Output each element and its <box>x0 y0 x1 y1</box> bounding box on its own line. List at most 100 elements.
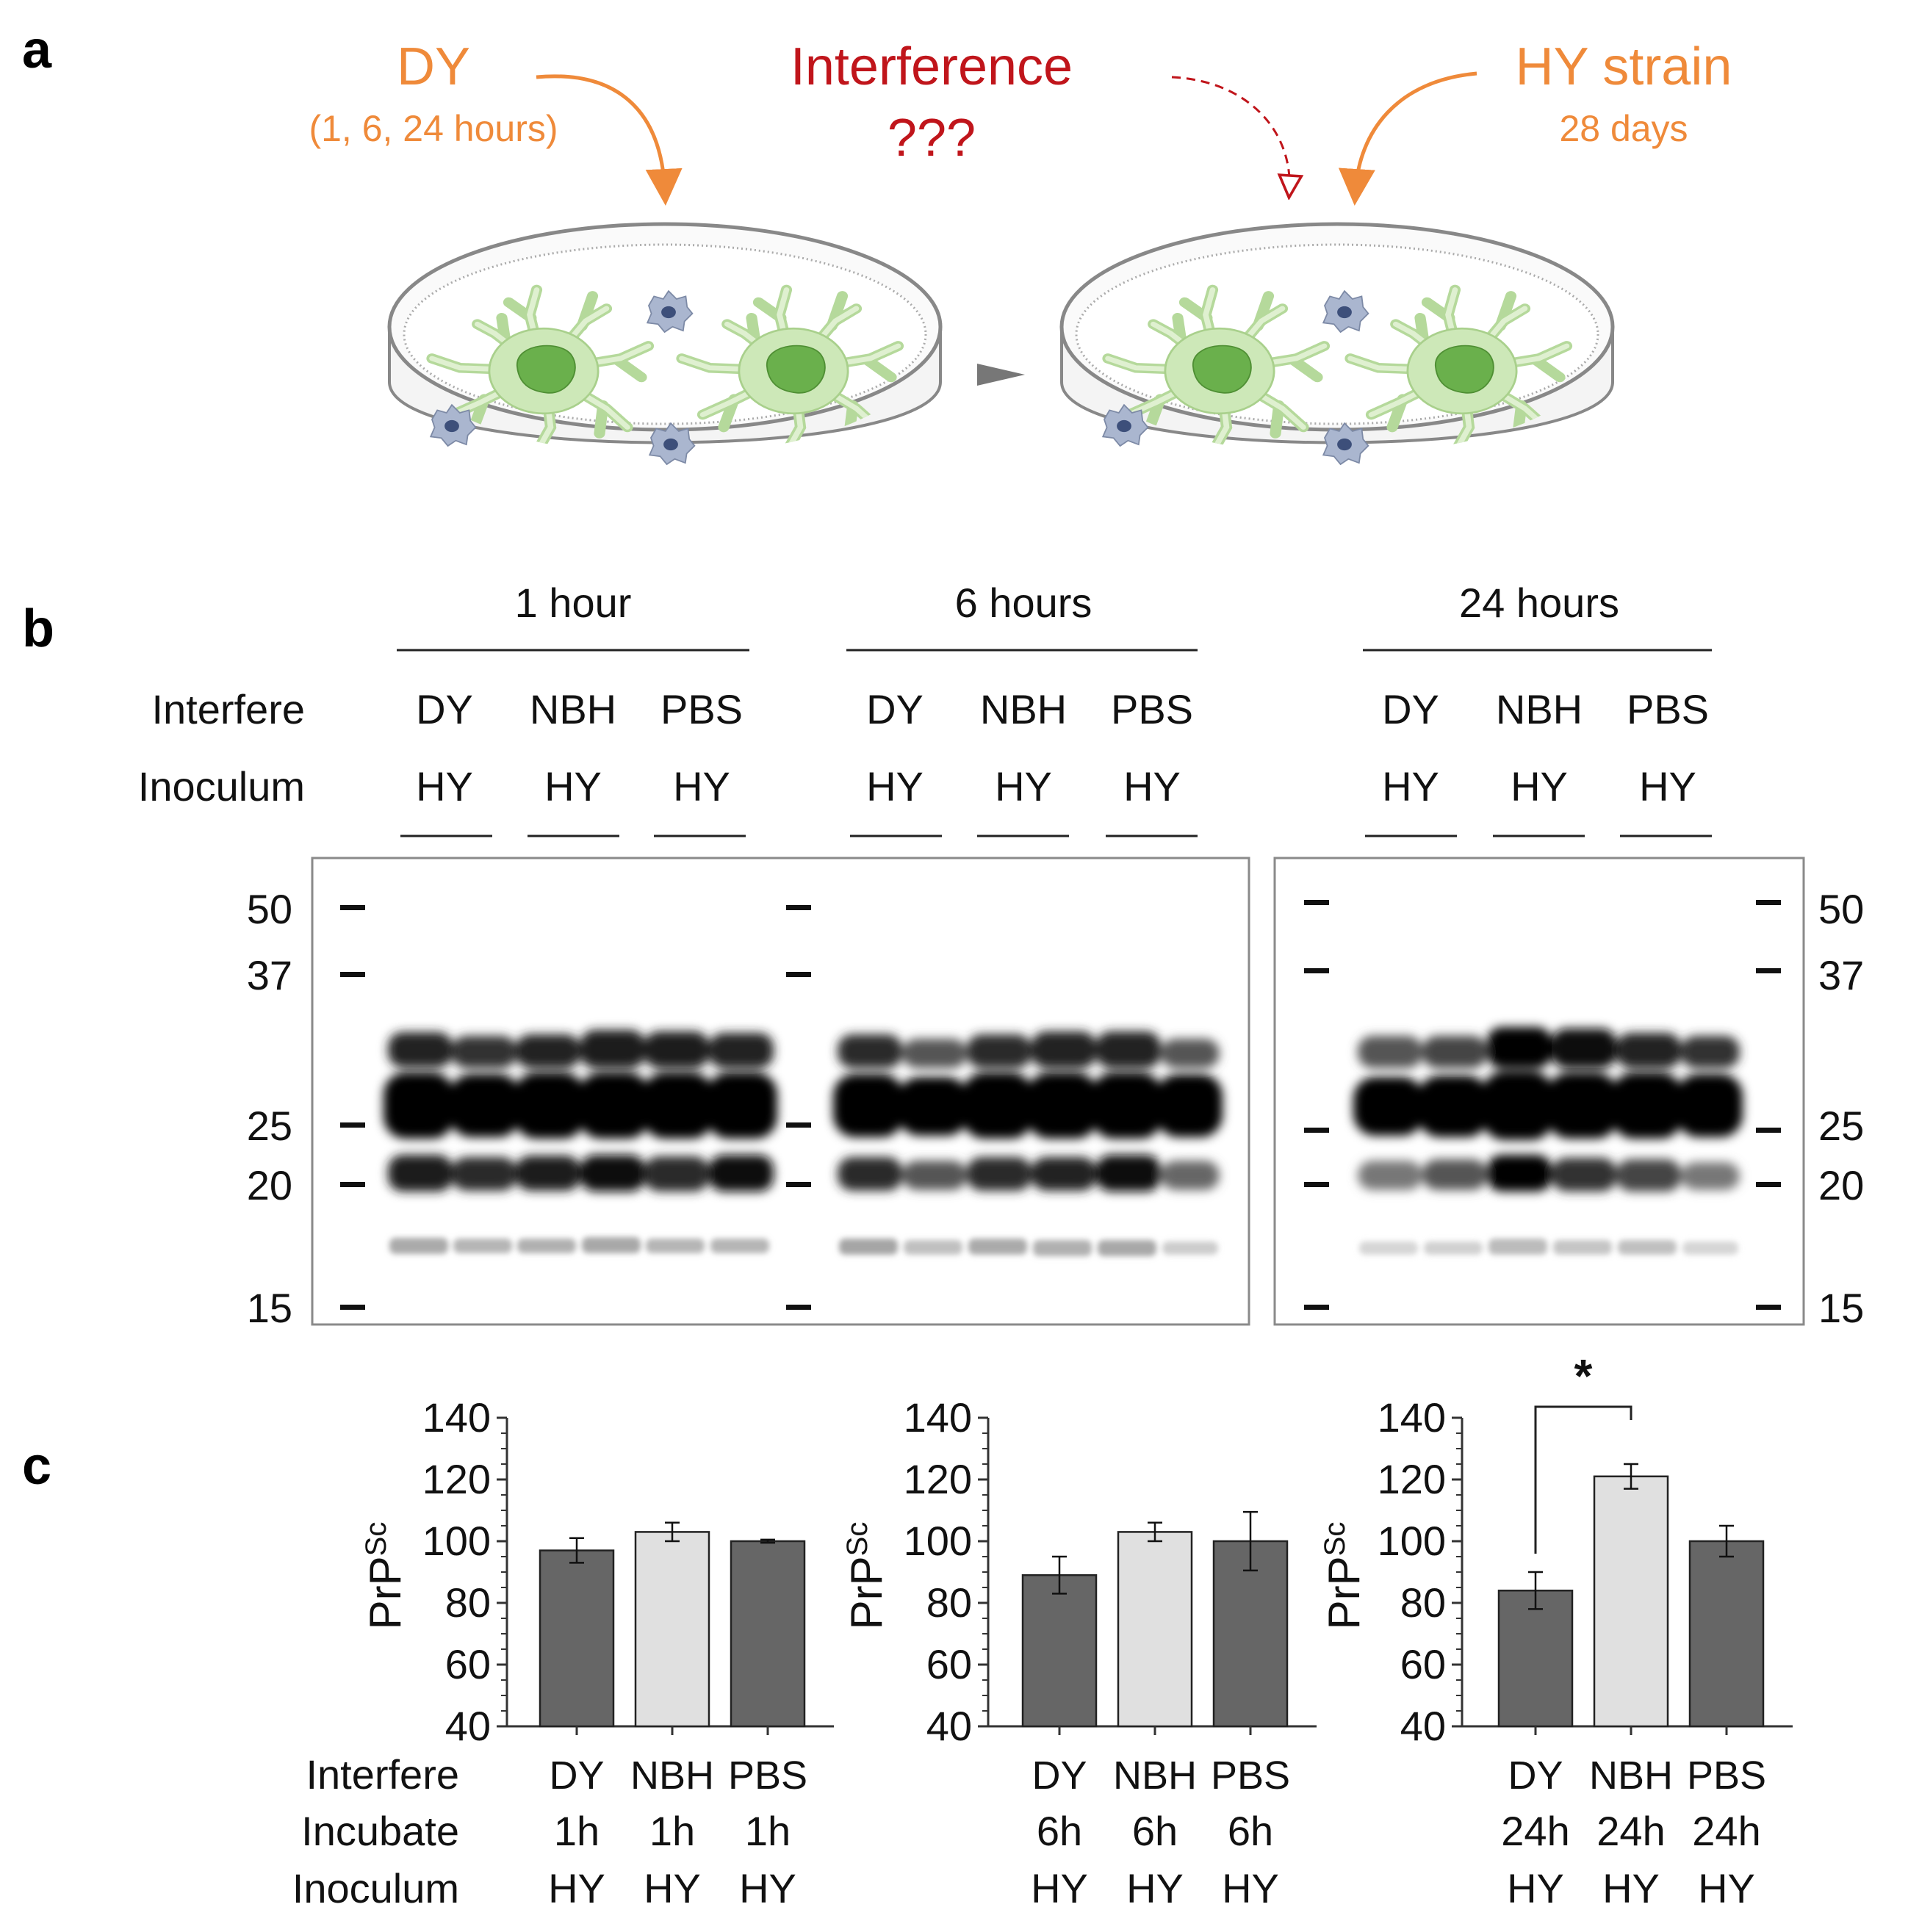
y-axis-label-superscript: Sc <box>841 1522 874 1557</box>
interference-label: Interference <box>791 37 1073 96</box>
bar <box>730 1540 806 1728</box>
significance-bracket <box>1534 1405 1632 1554</box>
y-tick-label: 140 <box>1378 1394 1446 1441</box>
interfere-label: PBS <box>1111 686 1193 732</box>
x-category-label: NBH <box>1113 1753 1197 1798</box>
interfere-label: DY <box>416 686 473 732</box>
western-blot-right <box>1273 857 1805 1326</box>
inoculum-label: HY <box>1639 763 1696 810</box>
microglia-cell <box>1322 422 1369 465</box>
culture-dish-left <box>387 222 943 465</box>
panel-c: c Interfere Incubate Inoculum 40 60 80 100 1… <box>22 1349 1793 1911</box>
bar <box>1117 1531 1193 1728</box>
x-incubate-label: 1h <box>649 1808 695 1854</box>
inoculum-label: HY <box>1382 763 1439 810</box>
y-tick-label: 140 <box>422 1394 491 1441</box>
y-axis-label-main: PrP <box>361 1556 410 1629</box>
microglia-cell <box>1102 404 1149 447</box>
hy-arrow <box>1338 71 1477 206</box>
row-label-interfere: Interfere <box>151 686 305 732</box>
mw-label: 37 <box>247 952 292 998</box>
bar <box>1593 1475 1669 1728</box>
interfere-label: PBS <box>660 686 743 732</box>
inoculum-label: HY <box>1511 763 1568 810</box>
group-title: 24 hours <box>1459 580 1619 626</box>
western-blot-left <box>311 857 1250 1326</box>
interference-question-marks: ??? <box>888 109 976 167</box>
y-tick-label: 100 <box>1378 1518 1446 1564</box>
x-incubate-label: 1h <box>745 1808 791 1854</box>
panel-label-b: b <box>22 599 54 658</box>
y-axis-label-main: PrP <box>842 1556 891 1629</box>
x-incubate-label: 1h <box>554 1808 600 1854</box>
mw-label: 25 <box>1818 1103 1864 1149</box>
y-tick-label: 100 <box>904 1518 972 1564</box>
y-tick-label: 140 <box>904 1394 972 1441</box>
inoculum-label: HY <box>416 763 473 810</box>
mw-label: 25 <box>247 1103 292 1149</box>
inoculum-label: HY <box>673 763 730 810</box>
y-tick-label: 100 <box>422 1518 491 1564</box>
mw-ladder-left <box>340 905 811 1310</box>
bar-chart-24h: 40 60 80 100 120 140 PrPSc DY 24h HY NBH 24h HY PBS 24… <box>1319 1349 1793 1911</box>
interfere-label: NBH <box>980 686 1067 732</box>
x-category-label: NBH <box>630 1753 714 1798</box>
bar <box>634 1531 710 1728</box>
x-category-label: DY <box>549 1753 604 1798</box>
panel-b: b Interfere Inoculum 1 hour DY NBH PBS H… <box>22 580 1864 1331</box>
y-axis-label: PrPSc <box>1319 1522 1369 1630</box>
mw-label: 20 <box>1818 1162 1864 1208</box>
hy-strain-label: HY strain <box>1516 37 1732 96</box>
y-tick-label: 80 <box>445 1579 491 1626</box>
bar <box>1497 1589 1574 1728</box>
y-tick-label: 60 <box>926 1641 972 1687</box>
x-category-label: DY <box>1508 1753 1563 1798</box>
y-tick-label: 120 <box>422 1456 491 1502</box>
x-category-label: PBS <box>1211 1753 1290 1798</box>
x-category-label: DY <box>1032 1753 1087 1798</box>
panel-label-c: c <box>22 1437 51 1496</box>
mw-label: 20 <box>247 1162 292 1208</box>
y-axis-label: PrPSc <box>360 1522 410 1630</box>
interfere-label: DY <box>1382 686 1439 732</box>
y-tick-label: 80 <box>926 1579 972 1626</box>
x-inoculum-label: HY <box>1602 1865 1660 1911</box>
mw-label: 37 <box>1818 952 1864 998</box>
microglia-cell <box>430 404 477 447</box>
group-title: 6 hours <box>955 580 1092 626</box>
x-inoculum-label: HY <box>548 1865 605 1911</box>
y-tick-label: 120 <box>1378 1456 1446 1502</box>
x-incubate-label: 24h <box>1501 1808 1569 1854</box>
x-inoculum-label: HY <box>1507 1865 1564 1911</box>
significance-star: * <box>1574 1349 1593 1402</box>
y-tick-label: 80 <box>1400 1579 1446 1626</box>
y-axis-label-superscript: Sc <box>360 1522 392 1557</box>
row-label-inoculum: Inoculum <box>292 1865 459 1911</box>
mw-label: 15 <box>247 1285 292 1331</box>
row-label-interfere: Interfere <box>306 1751 459 1798</box>
bar-chart-1h: 40 60 80 100 120 140 PrPSc DY 1h HY NBH 1h HY PBS 1h HY <box>360 1394 834 1911</box>
dy-label: DY <box>397 37 470 96</box>
blot-group-24-hours: 24 hours DY NBH PBS HY HY HY <box>1363 580 1712 837</box>
x-inoculum-label: HY <box>644 1865 701 1911</box>
x-inoculum-label: HY <box>1031 1865 1088 1911</box>
dy-times-label: (1, 6, 24 hours) <box>309 108 558 149</box>
x-inoculum-label: HY <box>1126 1865 1184 1911</box>
bar <box>1688 1540 1765 1728</box>
row-label-inoculum: Inoculum <box>138 763 305 810</box>
y-axis-label-main: PrP <box>1320 1556 1369 1629</box>
hy-days-label: 28 days <box>1559 108 1688 149</box>
x-incubate-label: 24h <box>1692 1808 1760 1854</box>
dy-arrow <box>536 74 683 206</box>
blot-lanes-left <box>384 1030 1223 1256</box>
x-incubate-label: 6h <box>1228 1808 1273 1854</box>
x-inoculum-label: HY <box>1698 1865 1755 1911</box>
mw-label: 15 <box>1818 1285 1864 1331</box>
inoculum-label: HY <box>995 763 1052 810</box>
bar <box>1021 1574 1098 1728</box>
row-label-incubate: Incubate <box>301 1808 459 1854</box>
microglia-cell <box>649 422 696 465</box>
inoculum-label: HY <box>866 763 924 810</box>
mw-label: 50 <box>247 886 292 932</box>
